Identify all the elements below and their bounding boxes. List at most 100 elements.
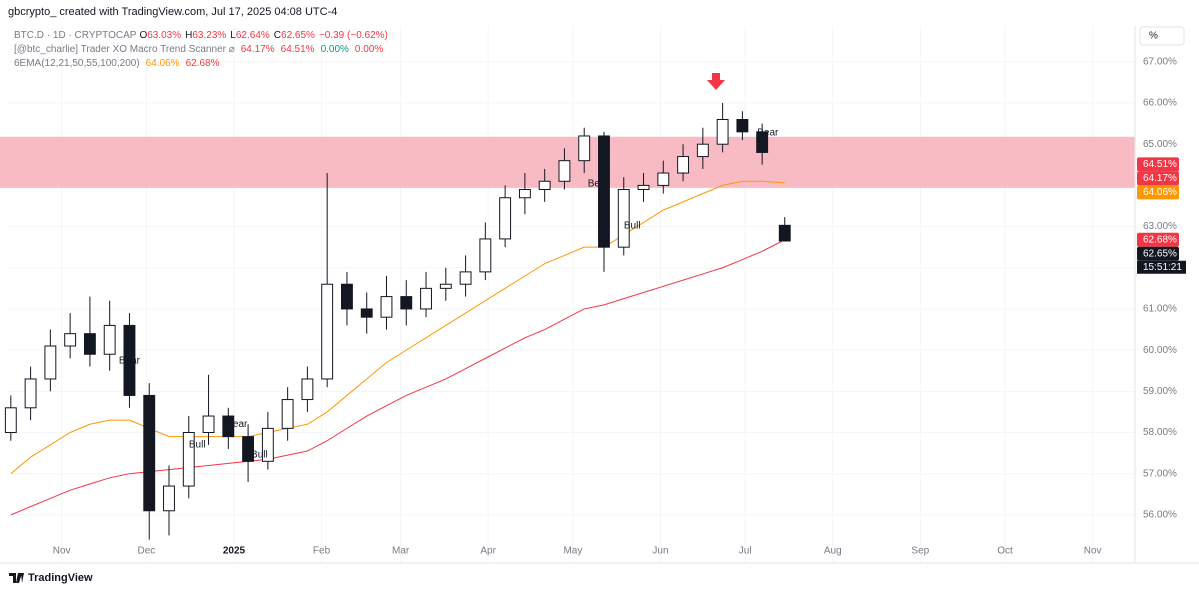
- x-tick-label: Nov: [1084, 546, 1102, 557]
- price-label: 62.65%: [1143, 248, 1177, 259]
- x-tick-label: Jun: [652, 546, 668, 557]
- countdown-box: [1137, 260, 1186, 274]
- candle-body: [64, 333, 77, 347]
- legend-ohlc: 62.65%: [281, 30, 315, 41]
- price-label: 64.06%: [1143, 187, 1177, 198]
- legend-ohlc: O: [139, 30, 147, 41]
- y-tick-label: 60.00%: [1143, 345, 1177, 356]
- candle-body: [578, 135, 591, 162]
- candle-body: [182, 432, 195, 487]
- candle-body: [360, 308, 373, 318]
- candle-body: [24, 378, 37, 409]
- candle-body: [677, 156, 690, 174]
- price-label: 62.68%: [1143, 234, 1177, 245]
- candle-body: [281, 399, 294, 429]
- indicator-value: 0.00%: [321, 44, 349, 55]
- candle-body: [716, 118, 729, 145]
- indicator-value: 64.06%: [146, 58, 180, 69]
- y-tick-label: 63.00%: [1143, 221, 1177, 232]
- x-tick-label: May: [563, 546, 582, 557]
- y-tick-label: 56.00%: [1143, 510, 1177, 521]
- candle-body: [380, 296, 393, 318]
- legend-line: BTC.D · 1D · CRYPTOCAP O63.03% H63.23% L62.…: [14, 30, 388, 41]
- x-tick-label: Apr: [480, 546, 496, 557]
- candle-body: [657, 172, 670, 186]
- legend-ohlc: C: [274, 30, 281, 41]
- candle-body: [538, 180, 551, 191]
- ema-line: [10, 180, 785, 475]
- legend-line: 6EMA(12,21,50,55,100,200) 64.06% 62.68%: [14, 58, 220, 69]
- y-tick-label: 67.00%: [1143, 56, 1177, 67]
- candle-body: [261, 427, 274, 462]
- scale-button[interactable]: [1139, 26, 1185, 46]
- scale-button-label[interactable]: %: [1149, 31, 1158, 42]
- candle-body: [518, 189, 531, 199]
- candle-body: [778, 224, 791, 242]
- y-tick-label: 66.00%: [1143, 98, 1177, 109]
- candle-body: [598, 135, 610, 248]
- candle-body: [163, 485, 175, 512]
- x-tick-label: Oct: [997, 546, 1013, 557]
- candle-body: [44, 345, 57, 380]
- candle-body: [400, 296, 413, 310]
- candle-body: [617, 189, 630, 248]
- legend-ohlc: 62.64%: [236, 30, 270, 41]
- candle-body: [558, 160, 571, 182]
- x-tick-label: Jul: [739, 546, 752, 557]
- candle-body: [4, 407, 17, 434]
- y-tick-label: 59.00%: [1143, 386, 1177, 397]
- y-tick-label: 58.00%: [1143, 427, 1177, 438]
- price-label-box: [1137, 157, 1179, 172]
- candle-body: [756, 131, 769, 153]
- indicator-name: 6EMA(12,21,50,55,100,200): [14, 58, 140, 69]
- plot: 56.00%57.00%58.00%59.00%60.00%61.00%62.0…: [0, 26, 1177, 563]
- legend-ohlc: L: [230, 30, 236, 41]
- candle-body: [439, 283, 452, 289]
- candle-body: [83, 333, 96, 355]
- candle-body: [123, 324, 136, 396]
- countdown: 15:51:21: [1143, 262, 1182, 273]
- signal-label: Bear: [226, 419, 248, 430]
- signal-label: Bull: [189, 440, 206, 451]
- legend-symbol: BTC.D · 1D · CRYPTOCAP: [14, 30, 137, 41]
- candle-body: [242, 436, 255, 462]
- x-tick-label: 2025: [223, 546, 246, 557]
- price-label-box: [1137, 171, 1179, 186]
- ema-line: [10, 239, 785, 516]
- indicator-value: 0.00%: [355, 44, 383, 55]
- x-tick-label: Feb: [313, 546, 331, 557]
- y-tick-label: 57.00%: [1143, 468, 1177, 479]
- price-label-box: [1137, 232, 1179, 247]
- legend-change: −0.39 (−0.62%): [319, 30, 388, 41]
- candle-body: [202, 415, 215, 434]
- brand-logo: [9, 573, 24, 583]
- x-tick-label: Nov: [53, 546, 71, 557]
- candle-body: [341, 283, 353, 310]
- price-label-box: [1137, 185, 1179, 200]
- signal-label: Bull: [251, 449, 268, 460]
- indicator-value: 62.68%: [186, 58, 220, 69]
- indicator-value: 64.17%: [241, 44, 275, 55]
- candle-body: [321, 283, 334, 380]
- candle-body: [696, 143, 709, 158]
- price-label: 64.51%: [1143, 159, 1177, 170]
- candle-body: [459, 271, 472, 285]
- candle-body: [222, 415, 235, 438]
- x-tick-label: Dec: [138, 546, 156, 557]
- legend-ohlc: 63.03%: [147, 30, 181, 41]
- legend-ohlc: 63.23%: [192, 30, 226, 41]
- brand-name: TradingView: [28, 572, 93, 584]
- y-tick-label: 61.00%: [1143, 304, 1177, 315]
- candle-body: [736, 118, 749, 133]
- x-tick-label: Aug: [824, 546, 842, 557]
- candle-body: [479, 238, 492, 273]
- candle-body: [637, 184, 650, 191]
- indicator-value: 64.51%: [281, 44, 315, 55]
- candle-body: [301, 378, 314, 401]
- signal-label: Bear: [757, 127, 779, 138]
- price-label: 64.17%: [1143, 173, 1177, 184]
- footer: [0, 565, 1199, 593]
- candle-body: [420, 287, 432, 310]
